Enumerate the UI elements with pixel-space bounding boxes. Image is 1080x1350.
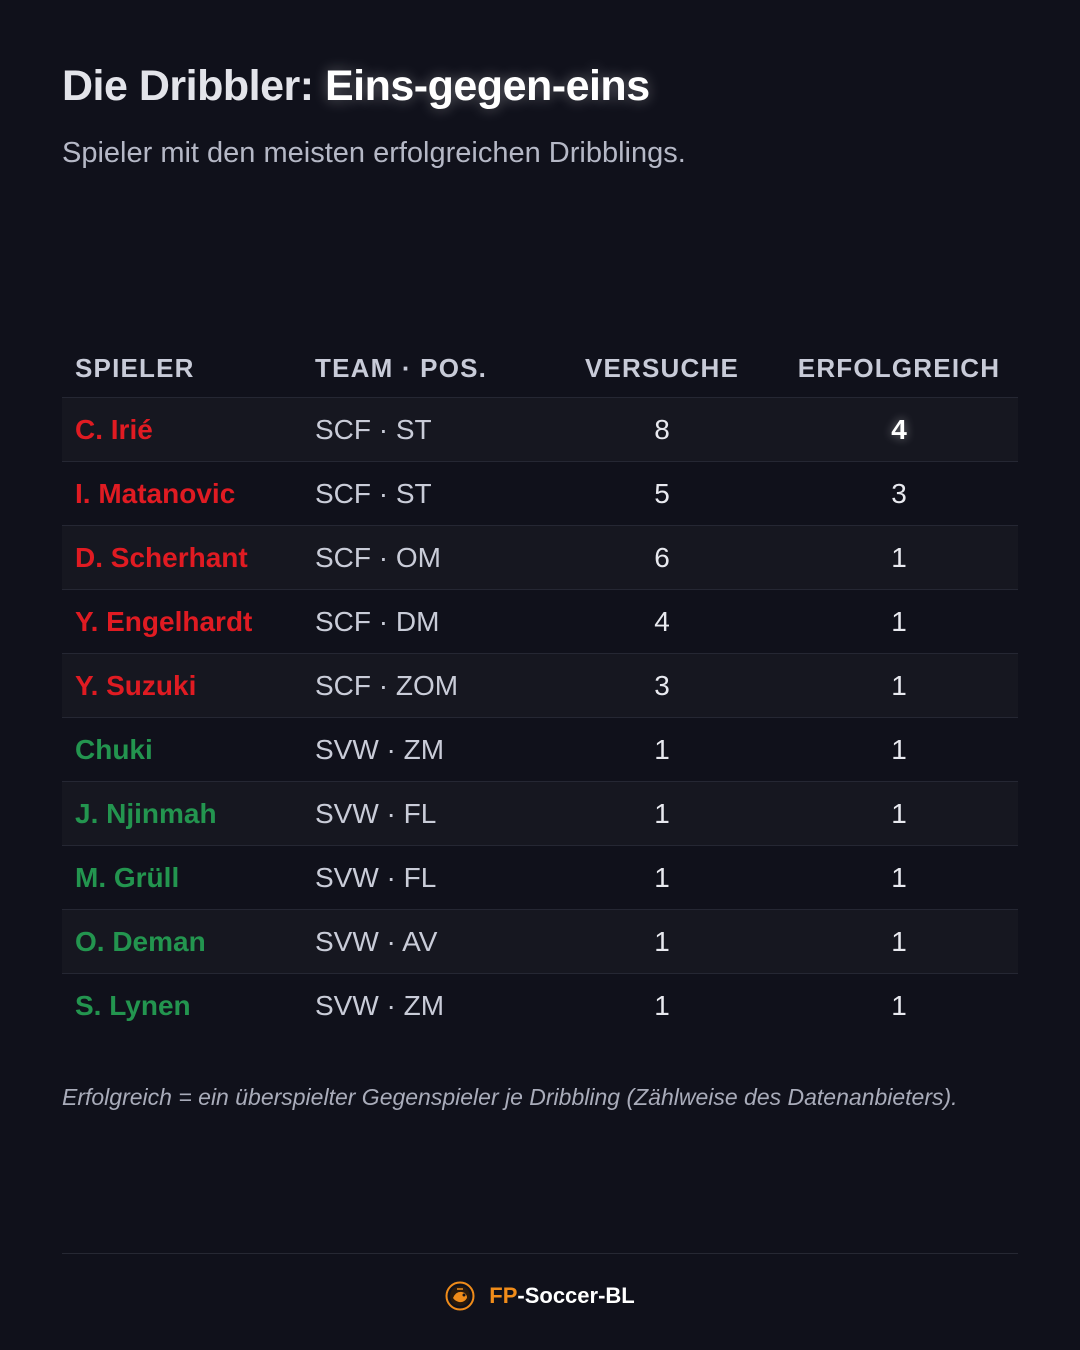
team-position: SCF · ST bbox=[315, 477, 432, 509]
team-position: SVW · FL bbox=[315, 861, 437, 893]
attempts-value: 5 bbox=[654, 477, 670, 509]
page-subtitle: Spieler mit den meisten erfolgreichen Dr… bbox=[62, 137, 686, 169]
table-row: C. Irié SCF · ST 8 4 bbox=[62, 398, 1018, 462]
table-row: S. Lynen SVW · ZM 1 1 bbox=[62, 974, 1018, 1037]
fp-soccer-bl-logo-icon bbox=[445, 1281, 475, 1311]
player-name: I. Matanovic bbox=[75, 477, 236, 509]
table-row: J. Njinmah SVW · FL 1 1 bbox=[62, 782, 1018, 846]
attempts-value: 1 bbox=[654, 733, 670, 765]
player-name: M. Grüll bbox=[75, 861, 180, 893]
brand-name-accent: FP bbox=[489, 1283, 518, 1308]
successful-value: 1 bbox=[891, 605, 907, 637]
player-name: Y. Engelhardt bbox=[75, 605, 253, 637]
table-row: Y. Suzuki SCF · ZOM 3 1 bbox=[62, 654, 1018, 718]
successful-value: 3 bbox=[891, 477, 907, 509]
team-position: SCF · OM bbox=[315, 541, 441, 573]
brand-name: FP-Soccer-BL bbox=[489, 1283, 634, 1309]
brand-name-rest: -Soccer-BL bbox=[517, 1283, 635, 1308]
player-name: S. Lynen bbox=[75, 989, 191, 1021]
team-position: SCF · ZOM bbox=[315, 669, 459, 701]
attempts-value: 1 bbox=[654, 861, 670, 893]
successful-value: 1 bbox=[891, 861, 907, 893]
team-position: SVW · ZM bbox=[315, 989, 445, 1021]
footnote: Erfolgreich = ein überspielter Gegenspie… bbox=[62, 1084, 958, 1110]
attempts-value: 8 bbox=[654, 413, 670, 445]
attempts-value: 3 bbox=[654, 669, 670, 701]
player-name: O. Deman bbox=[75, 925, 206, 957]
table-body: C. Irié SCF · ST 8 4 I. Matanovic SCF · ST 5 3 D… bbox=[62, 398, 1018, 1037]
team-position: SVW · FL bbox=[315, 797, 437, 829]
footer: FP-Soccer-BL bbox=[0, 1276, 1080, 1316]
successful-value: 1 bbox=[891, 989, 907, 1021]
successful-value: 4 bbox=[891, 413, 907, 445]
column-header-team-pos: TEAM · POS. bbox=[315, 353, 488, 383]
team-position: SCF · ST bbox=[315, 413, 432, 445]
table-row: O. Deman SVW · AV 1 1 bbox=[62, 910, 1018, 974]
player-name: D. Scherhant bbox=[75, 541, 248, 573]
attempts-value: 1 bbox=[654, 797, 670, 829]
column-header-successful: ERFOLGREICH bbox=[797, 353, 1001, 383]
table-row: M. Grüll SVW · FL 1 1 bbox=[62, 846, 1018, 910]
table-row: Y. Engelhardt SCF · DM 4 1 bbox=[62, 590, 1018, 654]
attempts-value: 1 bbox=[654, 925, 670, 957]
team-position: SVW · AV bbox=[315, 925, 438, 957]
team-position: SVW · ZM bbox=[315, 733, 445, 765]
table-row: D. Scherhant SCF · OM 6 1 bbox=[62, 526, 1018, 590]
player-name: J. Njinmah bbox=[75, 797, 217, 829]
team-position: SCF · DM bbox=[315, 605, 440, 637]
successful-value: 1 bbox=[891, 925, 907, 957]
column-header-player: SPIELER bbox=[75, 353, 195, 383]
dribbling-table: SPIELER TEAM · POS. VERSUCHE ERFOLGREICH… bbox=[62, 340, 1018, 1037]
table-row: Chuki SVW · ZM 1 1 bbox=[62, 718, 1018, 782]
successful-value: 1 bbox=[891, 733, 907, 765]
successful-value: 1 bbox=[891, 797, 907, 829]
player-name: C. Irié bbox=[75, 413, 153, 445]
table-header: SPIELER TEAM · POS. VERSUCHE ERFOLGREICH bbox=[62, 340, 1018, 398]
successful-value: 1 bbox=[891, 669, 907, 701]
attempts-value: 6 bbox=[654, 541, 670, 573]
attempts-value: 4 bbox=[654, 605, 670, 637]
footer-divider bbox=[62, 1253, 1018, 1254]
attempts-value: 1 bbox=[654, 989, 670, 1021]
table-row: I. Matanovic SCF · ST 5 3 bbox=[62, 462, 1018, 526]
page-title-part2: Eins-gegen-eins bbox=[325, 62, 650, 110]
player-name: Y. Suzuki bbox=[75, 669, 197, 701]
column-header-attempts: VERSUCHE bbox=[584, 353, 740, 383]
player-name: Chuki bbox=[75, 733, 153, 765]
successful-value: 1 bbox=[891, 541, 907, 573]
page-title: Die Dribbler: Eins-gegen-eins bbox=[62, 58, 650, 114]
page-title-part1: Die Dribbler: bbox=[62, 62, 325, 110]
